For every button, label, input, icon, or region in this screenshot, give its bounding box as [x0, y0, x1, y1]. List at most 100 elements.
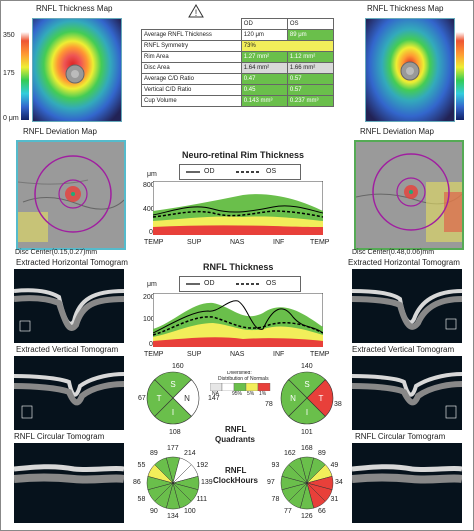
clockhour-value: 66: [318, 508, 326, 516]
deviation-map-title-right: RNFL Deviation Map: [360, 127, 434, 136]
rnfl-chart-ytick: 100: [143, 316, 155, 323]
rim-chart-xtick: SUP: [187, 239, 202, 246]
clockhours-title-1: RNFL: [225, 466, 247, 475]
legend-label-5: 5%: [247, 391, 255, 397]
quadrant-letter: T: [157, 394, 162, 403]
legend-swatches: [210, 383, 271, 391]
scale-label-350: 350: [3, 32, 15, 39]
tomogram-graphic: [14, 464, 124, 484]
circular-tomogram-title-right: RNFL Circular Tomogram: [355, 432, 446, 441]
clockhour-value: 214: [184, 449, 196, 457]
cell-os: 1.66 mm²: [286, 62, 335, 74]
extracted-horizontal-tomogram-right: [352, 269, 462, 343]
quadrant-segment: [146, 379, 174, 417]
quadrant-segment: [154, 371, 192, 399]
optic-disc-marker-right: [400, 61, 420, 81]
legend-subtitle: Distribution of Normals: [218, 376, 269, 382]
header-od: OD: [240, 18, 288, 30]
extracted-vertical-title-right: Extracted Vertical Tomogram: [352, 345, 455, 354]
clockhour-segment: [154, 457, 174, 484]
table-row: Rim Area 1.27 mm² 1.12 mm²: [141, 51, 335, 63]
legend-os-line: [236, 283, 260, 285]
cell-os: 1.12 mm²: [286, 51, 335, 63]
row-label: Average RNFL Thickness: [141, 29, 242, 41]
rnfl-chart-legend: OD OS: [179, 276, 301, 292]
clockhours-title-2: ClockHours: [213, 476, 258, 485]
quadrants-title-2: Quadrants: [215, 435, 256, 444]
extracted-horizontal-title-right: Extracted Horizontal Tomogram: [348, 258, 460, 267]
table-row: Disc Area 1.64 mm² 1.66 mm²: [141, 62, 335, 74]
table-row: Vertical C/D Ratio 0.45 0.57: [141, 84, 335, 96]
rim-chart-plot: [153, 181, 323, 235]
legend-label-1: 1%: [259, 391, 267, 397]
legend-od-line: [186, 171, 200, 173]
extracted-vertical-tomogram-right: [352, 356, 462, 430]
legend-od-line: [186, 283, 200, 285]
circular-tomogram-right: [352, 443, 462, 523]
clockhour-segment: [288, 457, 308, 484]
clockhour-value: 111: [196, 496, 208, 503]
tomogram-graphic: [352, 289, 462, 330]
legend-os-label: OS: [266, 168, 277, 175]
rnfl-chart-xtick: INF: [273, 351, 285, 358]
cell-os: 0.57: [286, 84, 335, 96]
quadrant-segment: [288, 397, 326, 425]
clockhour-value: 100: [184, 508, 196, 516]
quadrant-letter: S: [304, 380, 309, 389]
cell-od: 1.27 mm²: [240, 51, 288, 63]
circular-tomogram-left: [14, 443, 124, 523]
table-row: Cup Volume 0.143 mm³ 0.237 mm³: [141, 95, 335, 107]
optic-disc-marker-left: [65, 64, 85, 84]
rnfl-chart-xtick: SUP: [187, 351, 202, 358]
tomogram-graphic: [14, 288, 124, 332]
quad-od-i: 108: [169, 429, 181, 436]
legend-label-na: NA: [212, 391, 219, 397]
disc-center-right: Disc Center(0.48,0.06)mm: [352, 249, 435, 256]
quad-os-i: 101: [301, 429, 313, 436]
color-scale-bar: [21, 32, 29, 120]
rnfl-chart-xtick: NAS: [230, 351, 245, 358]
quadrants-title-1: RNFL: [225, 425, 247, 434]
row-label: Disc Area: [141, 62, 242, 74]
clockhour-value: 89: [150, 449, 158, 457]
rim-chart-xtick: TEMP: [144, 239, 164, 246]
clockhour-value: 77: [284, 508, 292, 516]
extracted-horizontal-title-left: Extracted Horizontal Tomogram: [16, 258, 128, 267]
cell-os: 0.237 mm³: [286, 95, 335, 107]
clockhour-value: 58: [137, 496, 146, 503]
clockhour-value: 34: [335, 479, 343, 486]
rim-chart-ytick: 800: [143, 182, 155, 189]
rnfl-chart-xtick: TEMP: [310, 351, 330, 358]
tomogram-graphic: [352, 372, 462, 419]
clockhour-value: 78: [271, 496, 280, 503]
legend-od-label: OD: [204, 280, 215, 287]
warning-icon: !: [188, 4, 204, 18]
deviation-map-left: [16, 140, 126, 250]
legend-os-line: [236, 171, 260, 173]
quad-od-n: 147: [208, 395, 220, 402]
extracted-horizontal-tomogram-left: [14, 269, 124, 343]
summary-table: OD OS Average RNFL Thickness 120 μm 89 μ…: [141, 18, 335, 107]
quadrant-segment: [154, 397, 192, 425]
clockhour-value: 49: [330, 462, 339, 469]
cell-od: 0.143 mm³: [240, 95, 288, 107]
rnfl-chart-title: RNFL Thickness: [203, 262, 274, 272]
clockhour-value: 192: [196, 462, 209, 469]
quadrant-letter: S: [170, 380, 175, 389]
legend-label-95: 95%: [232, 391, 243, 397]
rnfl-chart-ytick: 200: [143, 294, 155, 301]
clockhour-value: 31: [330, 496, 339, 503]
clockhour-value: 177: [167, 445, 179, 452]
cell-od: 0.47: [240, 73, 288, 85]
clockhour-value: 90: [150, 508, 158, 516]
rim-chart-ytick: 0: [149, 229, 153, 236]
rim-chart-unit: μm: [147, 171, 157, 178]
cell-os: 89 μm: [286, 29, 335, 41]
cell-symmetry: 73%: [240, 40, 335, 52]
quadrant-segment: [288, 371, 326, 399]
clockhour-pie-od: [146, 456, 200, 510]
quad-os-t: 38: [334, 401, 342, 408]
quadrant-segment: [306, 379, 334, 417]
quad-od-s: 160: [172, 363, 184, 370]
